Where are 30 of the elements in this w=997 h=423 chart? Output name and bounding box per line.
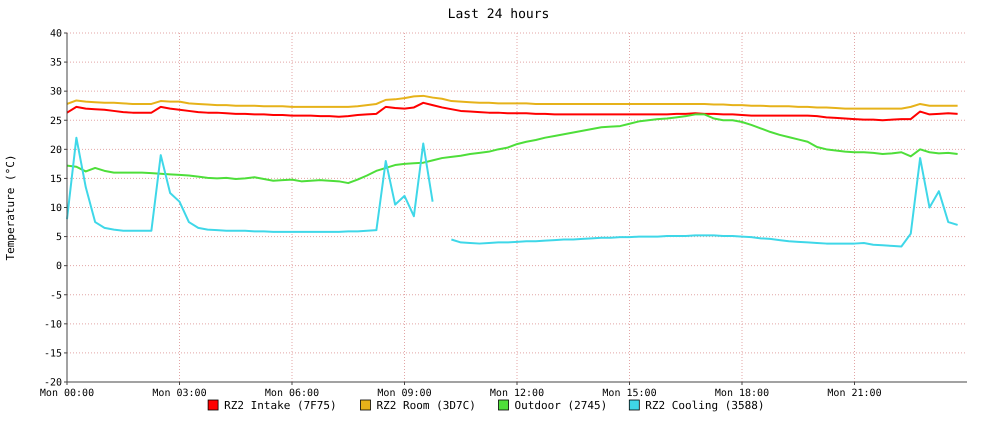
x-tick-label: Mon 15:00 (602, 388, 657, 399)
y-tick-label: 15 (50, 174, 62, 185)
y-axis-title: Temperature (°C) (4, 154, 17, 260)
y-tick-label: 10 (50, 203, 62, 214)
x-tick-label: Mon 18:00 (714, 388, 770, 399)
y-tick-label: 25 (50, 116, 62, 127)
y-tick-label: 40 (50, 28, 62, 40)
x-tick-label: Mon 03:00 (152, 388, 207, 399)
legend-label: RZ2 Cooling (3588) (645, 399, 765, 412)
chart-title: Last 24 hours (448, 7, 550, 22)
x-tick-label: Mon 09:00 (377, 388, 432, 399)
legend-label: Outdoor (2745) (514, 399, 608, 412)
line-series (66, 102, 959, 122)
x-tick-label: Mon 21:00 (827, 388, 882, 399)
legend-label: RZ2 Room (3D7C) (376, 399, 476, 412)
x-tick-label: Mon 00:00 (40, 388, 94, 399)
y-tick-label: -20 (44, 378, 62, 388)
y-tick-label: 5 (56, 232, 62, 244)
line-series (66, 113, 959, 184)
x-tick-label: Mon 12:00 (490, 388, 544, 399)
y-tick-label: 30 (50, 86, 62, 98)
y-tick-label: -10 (44, 319, 62, 330)
y-tick-label: 20 (50, 144, 62, 156)
y-tick-label: -5 (50, 290, 62, 302)
y-tick-label: -15 (44, 348, 62, 360)
legend-label: RZ2 Intake (7F75) (224, 399, 337, 412)
line-series (66, 94, 959, 110)
y-tick-label: 35 (50, 58, 62, 69)
y-tick-label: 0 (56, 261, 62, 272)
x-tick-label: Mon 06:00 (264, 388, 320, 399)
